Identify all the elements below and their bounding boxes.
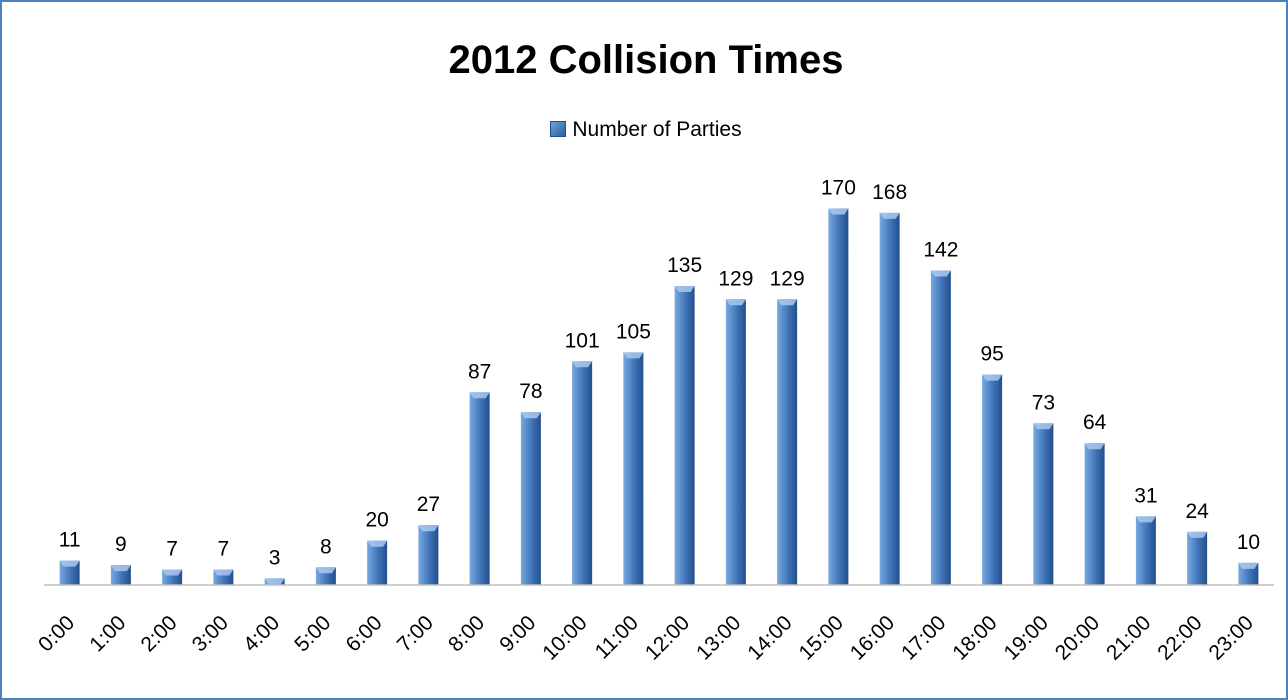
bar-bevel-6:00 (367, 540, 388, 547)
bar-17:00 (930, 270, 951, 585)
data-label-12:00: 135 (667, 254, 702, 277)
bar-bevel-4:00 (264, 578, 285, 585)
bar-22:00 (1187, 531, 1208, 585)
bar-bevel-21:00 (1135, 516, 1156, 523)
legend-label: Number of Parties (572, 118, 742, 141)
bar-11:00 (623, 352, 644, 585)
bar-bevel-8:00 (469, 392, 490, 399)
bar-bevel-12:00 (674, 285, 695, 292)
x-tick-10:00: 10:00 (538, 611, 591, 664)
x-tick-19:00: 19:00 (999, 611, 1052, 664)
data-label-0:00: 11 (59, 529, 81, 552)
bar-bevel-5:00 (315, 567, 336, 574)
bar-13:00 (725, 299, 746, 585)
bar-0:00 (59, 560, 80, 585)
bar-bevel-23:00 (1238, 562, 1259, 569)
bar-bevel-1:00 (110, 565, 131, 572)
x-tick-1:00: 1:00 (85, 611, 130, 656)
x-tick-2:00: 2:00 (136, 611, 181, 656)
bars-group (59, 208, 1259, 585)
bar-bevel-17:00 (930, 270, 951, 277)
bar-16:00 (879, 212, 900, 585)
bar-bevel-18:00 (982, 374, 1003, 381)
bar-bevel-13:00 (725, 299, 746, 306)
bar-bevel-16:00 (879, 212, 900, 219)
data-label-15:00: 170 (821, 176, 856, 199)
data-label-20:00: 64 (1083, 411, 1107, 434)
x-tick-21:00: 21:00 (1102, 611, 1155, 664)
data-label-6:00: 20 (365, 509, 388, 532)
x-tick-16:00: 16:00 (846, 611, 899, 664)
x-tick-9:00: 9:00 (495, 611, 540, 656)
data-label-11:00: 105 (616, 320, 651, 343)
x-tick-6:00: 6:00 (341, 611, 386, 656)
data-label-17:00: 142 (923, 238, 958, 261)
bar-7:00 (418, 525, 439, 585)
data-label-1:00: 9 (115, 533, 127, 556)
data-label-9:00: 78 (519, 380, 542, 403)
bar-8:00 (469, 392, 490, 585)
bar-bevel-19:00 (1033, 423, 1054, 430)
bar-bevel-14:00 (777, 299, 798, 306)
x-tick-labels-group: 0:00 1:00 2:00 3:00 4:00 5:00 6:00 7:00 8:00 9:00… (34, 611, 1258, 664)
bar-bevel-20:00 (1084, 443, 1105, 450)
x-tick-23:00: 23:00 (1204, 611, 1257, 664)
legend-swatch (550, 121, 567, 137)
x-tick-22:00: 22:00 (1153, 611, 1206, 664)
data-label-7:00: 27 (417, 493, 440, 516)
data-label-22:00: 24 (1185, 500, 1209, 523)
bar-bevel-15:00 (828, 208, 849, 215)
bar-9:00 (520, 412, 541, 585)
legend: Number of Parties (2, 118, 1288, 142)
data-label-2:00: 7 (166, 537, 178, 560)
bar-bevel-3:00 (213, 569, 234, 576)
x-tick-8:00: 8:00 (444, 611, 489, 656)
bar-bevel-7:00 (418, 525, 439, 532)
x-tick-18:00: 18:00 (948, 611, 1001, 664)
x-tick-12:00: 12:00 (641, 611, 694, 664)
x-tick-13:00: 13:00 (692, 611, 745, 664)
bar-19:00 (1033, 423, 1054, 585)
bar-14:00 (777, 299, 798, 585)
data-label-10:00: 101 (565, 329, 600, 352)
bar-bevel-11:00 (623, 352, 644, 359)
data-label-19:00: 73 (1032, 391, 1055, 414)
bar-18:00 (982, 374, 1003, 585)
bar-bevel-22:00 (1187, 531, 1208, 538)
x-tick-5:00: 5:00 (290, 611, 335, 656)
data-label-18:00: 95 (980, 343, 1003, 366)
x-tick-4:00: 4:00 (239, 611, 284, 656)
data-label-14:00: 129 (770, 267, 805, 290)
data-label-3:00: 7 (218, 537, 230, 560)
bar-bevel-10:00 (572, 361, 593, 368)
bar-12:00 (674, 285, 695, 585)
chart-title: 2012 Collision Times (448, 38, 844, 82)
bar-6:00 (367, 540, 388, 585)
x-tick-0:00: 0:00 (34, 611, 79, 656)
data-label-16:00: 168 (872, 181, 907, 204)
bar-10:00 (572, 361, 593, 585)
bar-15:00 (828, 208, 849, 585)
bar-21:00 (1135, 516, 1156, 585)
x-tick-3:00: 3:00 (188, 611, 233, 656)
x-tick-17:00: 17:00 (897, 611, 950, 664)
bar-bevel-9:00 (520, 412, 541, 419)
data-label-13:00: 129 (718, 267, 753, 290)
data-label-5:00: 8 (320, 535, 332, 558)
data-label-8:00: 87 (468, 360, 491, 383)
x-tick-15:00: 15:00 (794, 611, 847, 664)
data-label-4:00: 3 (269, 546, 281, 569)
data-label-21:00: 31 (1134, 484, 1157, 507)
bar-20:00 (1084, 443, 1105, 585)
data-label-23:00: 10 (1237, 531, 1260, 554)
x-tick-20:00: 20:00 (1051, 611, 1104, 664)
bar-bevel-0:00 (59, 560, 80, 567)
x-tick-14:00: 14:00 (743, 611, 796, 664)
x-tick-11:00: 11:00 (591, 611, 643, 663)
bar-bevel-2:00 (162, 569, 183, 576)
x-tick-7:00: 7:00 (393, 611, 438, 656)
